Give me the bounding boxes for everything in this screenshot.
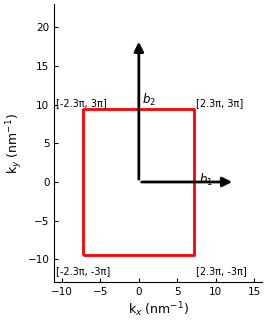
Text: [2.3π, -3π]: [2.3π, -3π]	[197, 266, 247, 276]
Y-axis label: k$_y$ (nm$^{-1}$): k$_y$ (nm$^{-1}$)	[4, 113, 25, 174]
Text: $b_2$: $b_2$	[142, 92, 156, 108]
Text: [-2.3π, 3π]: [-2.3π, 3π]	[56, 98, 107, 108]
Text: $b_1$: $b_1$	[199, 172, 213, 189]
X-axis label: k$_x$ (nm$^{-1}$): k$_x$ (nm$^{-1}$)	[127, 300, 189, 319]
Text: [-2.3π, -3π]: [-2.3π, -3π]	[56, 266, 110, 276]
Text: [2.3π, 3π]: [2.3π, 3π]	[197, 98, 244, 108]
